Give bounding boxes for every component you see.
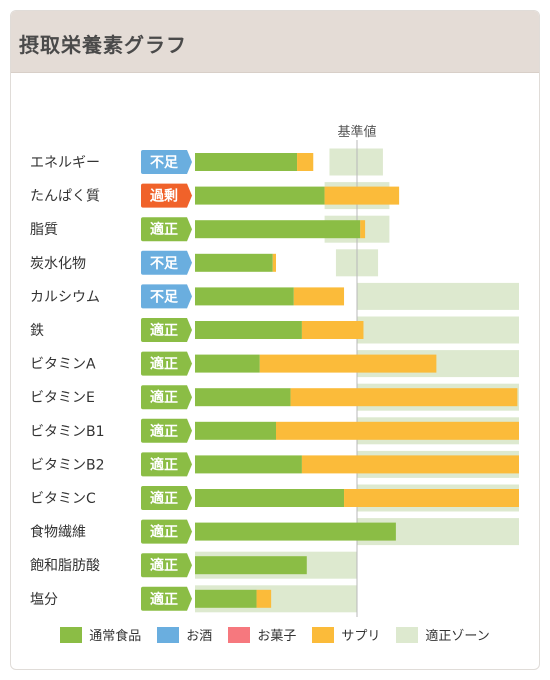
category-label: 塩分	[30, 592, 58, 608]
bar-segment	[195, 522, 396, 541]
bar-segment	[195, 489, 345, 507]
status-badge	[141, 418, 192, 443]
legend-swatch	[312, 626, 335, 643]
status-badge	[141, 385, 192, 410]
status-badge-label: 適正	[150, 456, 178, 473]
category-label: 飽和脂肪酸	[30, 557, 100, 574]
ideal-zone	[357, 282, 519, 310]
category-label: たんぱく質	[30, 189, 100, 205]
status-badge	[141, 318, 192, 342]
bar-segment	[195, 253, 273, 272]
bar-segment	[195, 455, 302, 474]
status-badge	[141, 351, 192, 376]
bar-segment	[344, 489, 519, 507]
legend-label: お酒	[186, 629, 213, 644]
bar-segment	[195, 186, 325, 205]
bar-segment	[301, 321, 364, 339]
bar-segment	[360, 220, 366, 239]
category-label: エネルギー	[30, 155, 100, 171]
category-label: ビタミンC	[30, 491, 96, 507]
bar-segment	[195, 421, 276, 440]
status-badge-label: 不足	[150, 289, 179, 305]
chart-legend: 通常食品 お酒 お菓子 サプリ 適正ゾーン	[0, 625, 550, 644]
status-badge	[141, 586, 192, 611]
category-label: 脂質	[30, 222, 58, 238]
legend-swatch	[60, 626, 83, 643]
card-header: 摂取栄養素グラフ	[11, 11, 539, 73]
category-label: ビタミンB1	[30, 424, 105, 440]
status-badge-label: 適正	[150, 389, 178, 406]
status-badge	[141, 183, 192, 208]
bar-segment	[297, 153, 314, 171]
bar-segment	[195, 287, 294, 306]
ideal-zone	[357, 316, 519, 344]
ideal-zone	[329, 148, 383, 176]
status-badge	[141, 150, 192, 174]
bar-segment	[195, 153, 298, 171]
status-badge-label: 適正	[150, 322, 178, 339]
legend-label: お菓子	[257, 629, 297, 644]
bar-segment	[301, 455, 519, 474]
bar-segment	[276, 421, 519, 440]
page-title: 摂取栄養素グラフ	[19, 33, 187, 57]
status-badge	[141, 553, 192, 578]
category-label: ビタミンA	[30, 357, 96, 373]
legend-label: サプリ	[341, 629, 381, 644]
bar-segment	[195, 354, 260, 373]
legend-item: お酒	[157, 625, 212, 644]
status-badge-label: 適正	[150, 524, 178, 541]
status-badge-label: 過剰	[149, 188, 178, 205]
category-label: 鉄	[30, 323, 44, 339]
status-badge-label: 不足	[150, 256, 179, 272]
bar-segment	[256, 589, 272, 608]
status-badge-label: 適正	[150, 490, 178, 507]
bar-segment	[195, 556, 307, 575]
bar-segment	[324, 186, 400, 205]
bar-segment	[293, 287, 345, 306]
category-label: ビタミンB2	[30, 457, 105, 473]
status-badge-label: 適正	[150, 423, 178, 440]
status-badge	[141, 486, 192, 510]
status-badge	[141, 519, 192, 544]
bar-segment	[272, 253, 276, 272]
legend-label: 通常食品	[89, 629, 142, 644]
status-badge-label: 適正	[150, 591, 178, 608]
bar-segment	[195, 589, 257, 608]
legend-swatch	[396, 626, 419, 643]
status-badge-label: 不足	[150, 155, 179, 171]
status-badge-label: 適正	[150, 221, 178, 238]
legend-item: 適正ゾーン	[396, 625, 490, 644]
legend-label: 適正ゾーン	[425, 629, 490, 644]
legend-item: お菓子	[228, 625, 296, 644]
status-badge	[141, 284, 192, 309]
status-badge	[141, 250, 192, 275]
category-label: 食物繊維	[30, 524, 86, 541]
legend-swatch	[157, 626, 180, 643]
status-badge	[141, 452, 192, 477]
bar-segment	[195, 321, 302, 339]
legend-item: 通常食品	[60, 625, 141, 644]
reference-label: 基準値	[337, 124, 376, 140]
status-badge	[141, 217, 192, 242]
legend-item: サプリ	[312, 625, 380, 644]
category-label: カルシウム	[30, 289, 100, 305]
status-badge-label: 適正	[150, 356, 178, 373]
bar-segment	[195, 220, 361, 239]
legend-swatch	[228, 626, 251, 643]
bar-segment	[195, 388, 291, 407]
bar-segment	[259, 354, 437, 373]
status-badge-label: 適正	[150, 557, 178, 574]
bar-segment	[290, 388, 518, 407]
category-label: ビタミンE	[30, 390, 95, 406]
category-label: 炭水化物	[30, 256, 86, 272]
